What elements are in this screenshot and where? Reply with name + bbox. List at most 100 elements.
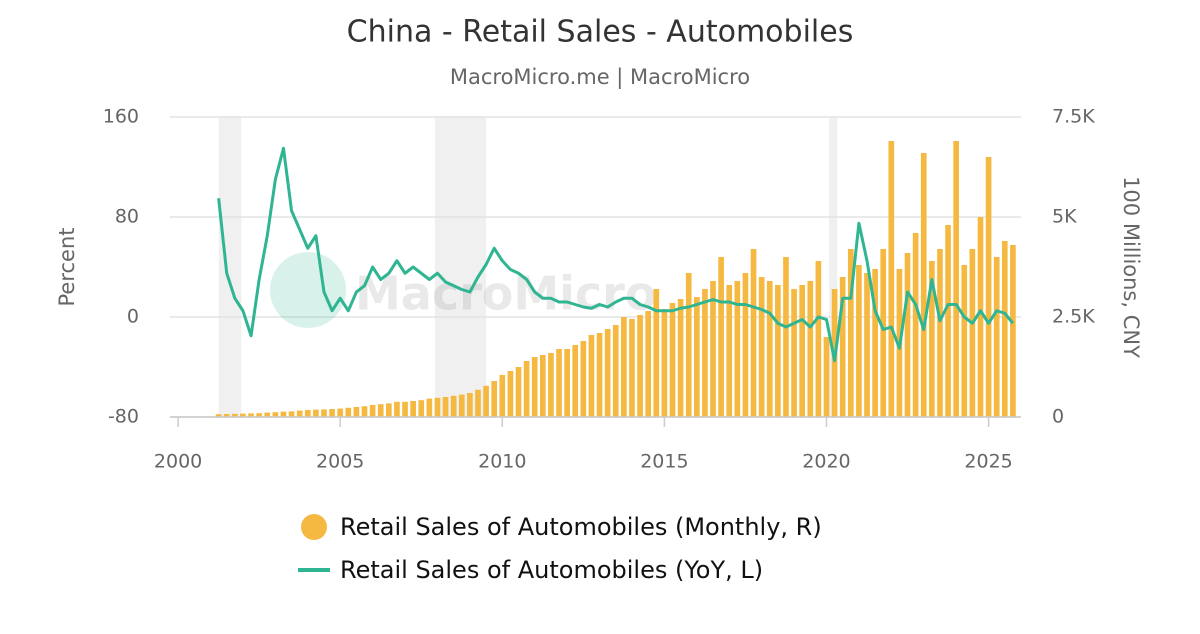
bar: [450, 395, 457, 417]
bar: [791, 289, 797, 417]
bar: [499, 375, 506, 417]
bar: [483, 385, 489, 417]
bar: [985, 157, 992, 417]
bar: [442, 397, 449, 417]
bar: [815, 261, 822, 417]
bar: [750, 249, 757, 417]
bar: [742, 273, 749, 417]
y2-tick-label: 7.5K: [1052, 106, 1095, 128]
bar: [280, 411, 287, 417]
bar: [783, 257, 789, 417]
chart-subtitle: MacroMicro.me | MacroMicro: [450, 65, 750, 90]
bar: [215, 414, 222, 417]
bar: [807, 281, 814, 417]
bar: [888, 141, 895, 417]
bar: [329, 409, 335, 417]
bar: [929, 261, 935, 417]
bar: [523, 361, 530, 417]
recession-band: [829, 117, 838, 417]
bar: [637, 315, 643, 417]
bar: [515, 367, 522, 417]
y-tick-label: 0: [127, 306, 139, 328]
bar: [1010, 245, 1016, 417]
bar: [556, 349, 562, 417]
bar: [321, 409, 327, 417]
bar: [418, 400, 425, 417]
x-tick-label: 2005: [316, 451, 364, 473]
bar: [872, 269, 878, 417]
bar: [507, 371, 514, 417]
bar: [799, 285, 806, 417]
legend-marker: [301, 514, 327, 540]
bar: [969, 249, 976, 417]
bar: [402, 401, 408, 417]
bar: [953, 141, 959, 417]
bar: [669, 303, 676, 417]
bar: [677, 299, 684, 417]
bar: [629, 319, 635, 417]
axis-layer: -80 0 80 160 0 2.5K 5K 7.5K 2000 2005 2010 2015 2020…: [103, 106, 1095, 473]
bar: [531, 357, 538, 417]
bar: [410, 401, 416, 417]
bar: [256, 413, 262, 417]
y-axis-title: Percent: [55, 227, 79, 306]
bar: [977, 217, 984, 417]
bar: [385, 403, 392, 417]
bar: [580, 341, 587, 417]
x-tick-label: 2015: [640, 451, 688, 473]
recession-band: [434, 117, 487, 417]
x-tick-label: 2000: [154, 451, 202, 473]
bar: [912, 233, 919, 417]
y2-axis-title: 100 Millions, CNY: [1119, 176, 1143, 358]
line-layer: [217, 146, 1015, 363]
y2-tick-label: 0: [1052, 406, 1064, 428]
bar: [377, 404, 384, 417]
bar: [734, 281, 741, 417]
bar: [937, 249, 943, 417]
bar: [588, 335, 595, 417]
bar: [426, 398, 433, 417]
watermark-logo: [270, 252, 346, 328]
bar: [475, 389, 481, 417]
bar: [467, 393, 473, 417]
bar: [839, 277, 846, 417]
bar: [645, 311, 652, 417]
bar: [353, 407, 360, 417]
bar: [856, 265, 862, 417]
bar: [572, 345, 579, 417]
legend: Retail Sales of Automobiles (Monthly, R)…: [298, 513, 822, 584]
bar: [653, 289, 660, 417]
bar: [775, 285, 781, 417]
bar: [604, 329, 611, 417]
bar: [434, 397, 441, 417]
legend-label: Retail Sales of Automobiles (YoY, L): [340, 556, 763, 584]
bar: [847, 249, 854, 417]
bar: [596, 333, 603, 417]
bar: [491, 381, 498, 417]
bar: [920, 153, 927, 417]
bar: [288, 411, 295, 417]
bar: [548, 353, 554, 417]
bar: [564, 349, 570, 417]
bar: [961, 265, 968, 417]
bar: [685, 273, 692, 417]
bar: [864, 273, 870, 417]
bar: [361, 406, 368, 417]
bar: [232, 413, 238, 417]
y-tick-label: -80: [108, 406, 139, 428]
chart-title: China - Retail Sales - Automobiles: [347, 15, 854, 50]
legend-label: Retail Sales of Automobiles (Monthly, R): [340, 513, 822, 541]
bar: [726, 285, 733, 417]
shading-layer: [218, 117, 838, 417]
bar: [718, 257, 724, 417]
recession-band: [218, 117, 242, 417]
bar: [313, 409, 319, 417]
bar: [766, 281, 773, 417]
bar: [993, 257, 1000, 417]
line: [217, 146, 1015, 363]
bar: [823, 337, 830, 417]
bar: [621, 317, 627, 417]
watermark: MacroMicro: [270, 252, 656, 328]
